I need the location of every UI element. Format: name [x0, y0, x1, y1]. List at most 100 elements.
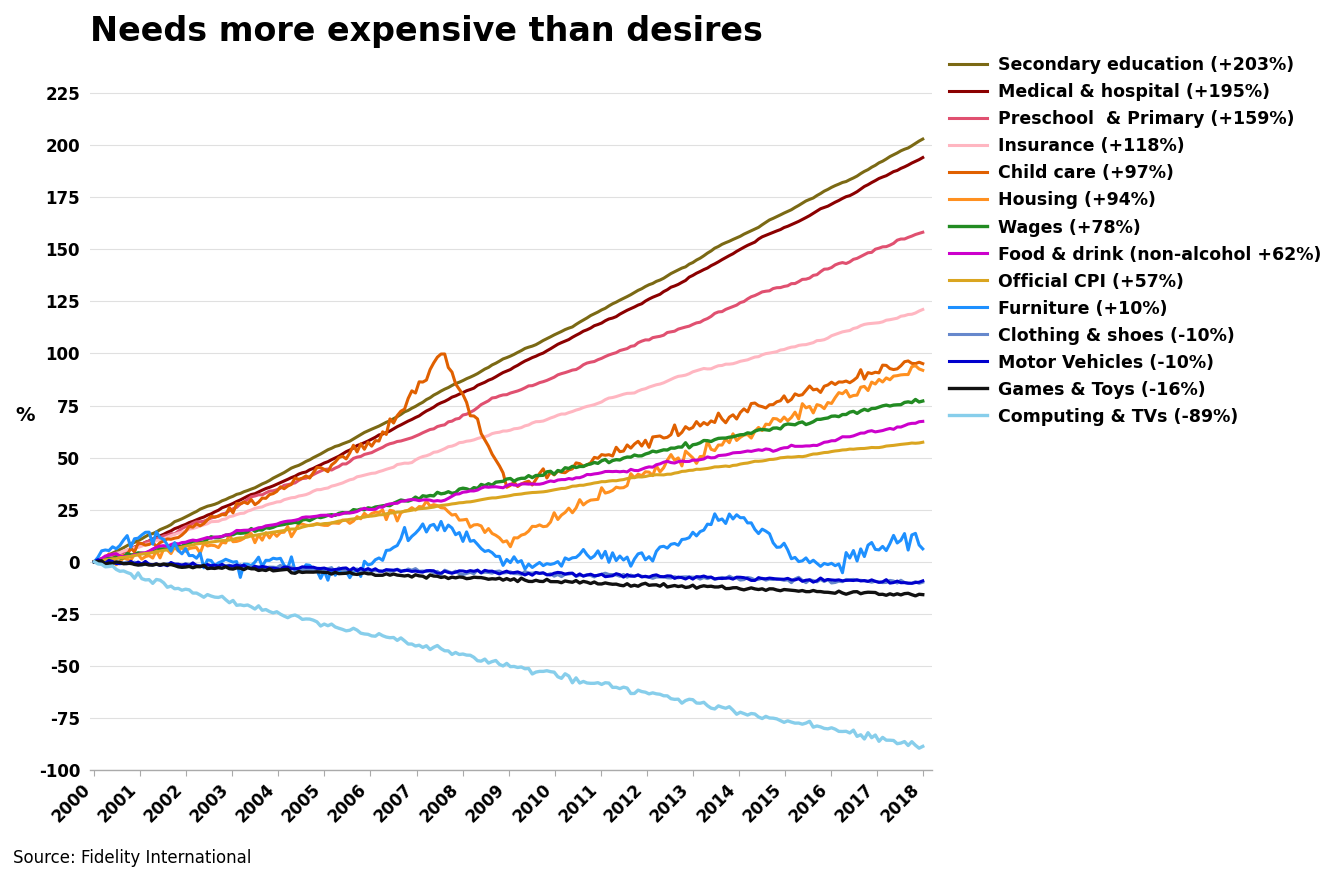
Insurance (+118%)	[87, 556, 103, 567]
Clothing & shoes (-10%)	[298, 564, 314, 575]
Food & drink (non-alcohol +62%)	[795, 441, 811, 451]
Official CPI (+57%)	[87, 556, 103, 567]
Wages (+78%)	[907, 394, 923, 405]
Child care (+97%)	[436, 349, 452, 359]
Line: Official CPI (+57%): Official CPI (+57%)	[95, 442, 923, 562]
Motor Vehicles (-10%)	[706, 574, 723, 584]
Preschool  & Primary (+159%)	[622, 341, 638, 351]
Clothing & shoes (-10%)	[622, 569, 638, 580]
Child care (+97%)	[298, 470, 314, 481]
Medical & hospital (+195%)	[702, 260, 719, 271]
Insurance (+118%)	[740, 355, 756, 365]
Official CPI (+57%)	[298, 521, 314, 532]
Preschool  & Primary (+159%)	[294, 473, 310, 484]
Line: Motor Vehicles (-10%): Motor Vehicles (-10%)	[95, 560, 923, 583]
Food & drink (non-alcohol +62%)	[702, 453, 719, 463]
Insurance (+118%)	[702, 364, 719, 374]
Wages (+78%)	[626, 449, 642, 460]
Line: Wages (+78%): Wages (+78%)	[95, 399, 923, 562]
Computing & TVs (-89%)	[795, 719, 811, 730]
Line: Insurance (+118%): Insurance (+118%)	[95, 309, 923, 562]
Food & drink (non-alcohol +62%)	[622, 464, 638, 475]
Wages (+78%)	[90, 557, 106, 568]
Computing & TVs (-89%)	[298, 614, 314, 625]
Line: Medical & hospital (+195%): Medical & hospital (+195%)	[95, 158, 923, 562]
Preschool  & Primary (+159%)	[702, 311, 719, 321]
Medical & hospital (+195%)	[915, 152, 931, 163]
Child care (+97%)	[915, 358, 931, 369]
Games & Toys (-16%)	[915, 590, 931, 600]
Clothing & shoes (-10%)	[87, 556, 103, 567]
Food & drink (non-alcohol +62%)	[298, 512, 314, 522]
Wages (+78%)	[743, 428, 759, 439]
Games & Toys (-16%)	[626, 580, 642, 590]
Games & Toys (-16%)	[907, 590, 923, 601]
Insurance (+118%)	[298, 490, 314, 500]
Housing (+94%)	[797, 403, 814, 413]
Computing & TVs (-89%)	[87, 556, 103, 567]
Line: Preschool  & Primary (+159%): Preschool & Primary (+159%)	[95, 232, 923, 562]
Official CPI (+57%)	[915, 437, 931, 448]
Secondary education (+203%)	[298, 456, 314, 467]
Computing & TVs (-89%)	[702, 703, 719, 713]
Motor Vehicles (-10%)	[743, 576, 759, 586]
Child care (+97%)	[743, 399, 759, 409]
Line: Clothing & shoes (-10%): Clothing & shoes (-10%)	[95, 562, 923, 583]
Wages (+78%)	[915, 396, 931, 406]
Food & drink (non-alcohol +62%)	[294, 512, 310, 523]
Computing & TVs (-89%)	[622, 689, 638, 699]
Text: Needs more expensive than desires: Needs more expensive than desires	[90, 15, 763, 48]
Secondary education (+203%)	[702, 245, 719, 256]
Secondary education (+203%)	[795, 198, 811, 208]
Furniture (+10%)	[706, 509, 723, 519]
Games & Toys (-16%)	[301, 567, 317, 577]
Legend: Secondary education (+203%), Medical & hospital (+195%), Preschool  & Primary (+: Secondary education (+203%), Medical & h…	[949, 56, 1321, 426]
Games & Toys (-16%)	[94, 555, 110, 566]
Preschool  & Primary (+159%)	[87, 556, 103, 567]
Secondary education (+203%)	[87, 556, 103, 567]
Secondary education (+203%)	[915, 134, 931, 145]
Furniture (+10%)	[747, 524, 763, 534]
Food & drink (non-alcohol +62%)	[87, 556, 103, 567]
Housing (+94%)	[907, 360, 923, 371]
Clothing & shoes (-10%)	[294, 564, 310, 575]
Games & Toys (-16%)	[298, 567, 314, 577]
Computing & TVs (-89%)	[911, 743, 927, 753]
Official CPI (+57%)	[622, 472, 638, 483]
Line: Food & drink (non-alcohol +62%): Food & drink (non-alcohol +62%)	[95, 421, 923, 562]
Housing (+94%)	[108, 560, 124, 570]
Official CPI (+57%)	[702, 463, 719, 473]
Clothing & shoes (-10%)	[702, 572, 719, 583]
Official CPI (+57%)	[740, 458, 756, 469]
Child care (+97%)	[294, 473, 310, 484]
Line: Housing (+94%): Housing (+94%)	[95, 365, 923, 565]
Food & drink (non-alcohol +62%)	[915, 416, 931, 427]
Preschool  & Primary (+159%)	[915, 227, 931, 237]
Line: Computing & TVs (-89%): Computing & TVs (-89%)	[95, 562, 923, 748]
Child care (+97%)	[87, 556, 103, 567]
Official CPI (+57%)	[795, 451, 811, 462]
Motor Vehicles (-10%)	[626, 571, 642, 582]
Housing (+94%)	[915, 365, 931, 376]
Motor Vehicles (-10%)	[298, 562, 314, 573]
Furniture (+10%)	[298, 560, 314, 570]
Games & Toys (-16%)	[743, 583, 759, 593]
Secondary education (+203%)	[294, 458, 310, 469]
Games & Toys (-16%)	[87, 556, 103, 567]
Clothing & shoes (-10%)	[740, 572, 756, 583]
Preschool  & Primary (+159%)	[740, 293, 756, 304]
Child care (+97%)	[797, 385, 814, 396]
Games & Toys (-16%)	[706, 582, 723, 592]
Furniture (+10%)	[626, 554, 642, 564]
Motor Vehicles (-10%)	[903, 578, 919, 589]
Secondary education (+203%)	[622, 289, 638, 300]
Medical & hospital (+195%)	[87, 556, 103, 567]
Housing (+94%)	[87, 556, 103, 567]
Medical & hospital (+195%)	[740, 240, 756, 251]
Official CPI (+57%)	[294, 522, 310, 533]
Housing (+94%)	[743, 433, 759, 443]
Insurance (+118%)	[294, 491, 310, 501]
Computing & TVs (-89%)	[740, 710, 756, 720]
Preschool  & Primary (+159%)	[298, 473, 314, 484]
Clothing & shoes (-10%)	[903, 578, 919, 589]
